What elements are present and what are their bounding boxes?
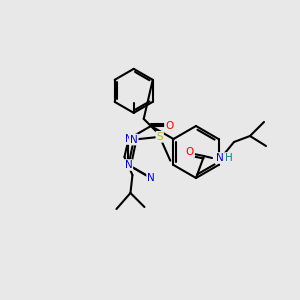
- Text: H: H: [225, 153, 233, 163]
- Text: N: N: [124, 160, 132, 170]
- Text: N: N: [216, 153, 224, 163]
- Text: N: N: [124, 134, 132, 144]
- Text: O: O: [165, 121, 173, 131]
- Text: N: N: [130, 135, 138, 145]
- Text: S: S: [156, 132, 163, 142]
- Text: N: N: [147, 173, 155, 183]
- Text: O: O: [186, 147, 194, 157]
